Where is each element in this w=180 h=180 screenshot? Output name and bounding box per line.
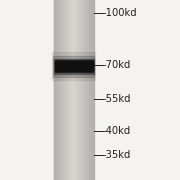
Bar bbox=[92, 0, 93, 180]
Bar bbox=[73, 0, 74, 180]
Bar bbox=[84, 0, 85, 180]
Bar bbox=[87, 0, 88, 180]
Bar bbox=[85, 0, 86, 180]
Text: -35kd: -35kd bbox=[103, 150, 131, 160]
Bar bbox=[55, 61, 93, 71]
Bar bbox=[69, 0, 70, 180]
Bar bbox=[81, 0, 82, 180]
Bar bbox=[81, 0, 82, 180]
Bar bbox=[79, 0, 80, 180]
Bar bbox=[86, 0, 87, 180]
Bar bbox=[84, 0, 85, 180]
Bar bbox=[90, 0, 91, 180]
Bar bbox=[72, 0, 73, 180]
Bar bbox=[65, 0, 66, 180]
Bar bbox=[75, 0, 76, 180]
Bar bbox=[83, 0, 84, 180]
Bar bbox=[85, 0, 86, 180]
Bar bbox=[59, 0, 60, 180]
Bar bbox=[76, 0, 77, 180]
Bar bbox=[68, 0, 69, 180]
Bar bbox=[53, 56, 94, 76]
Bar bbox=[83, 0, 84, 180]
Bar bbox=[62, 0, 63, 180]
Bar bbox=[82, 0, 83, 180]
Bar bbox=[74, 0, 75, 180]
Text: -100kd: -100kd bbox=[103, 8, 137, 18]
Bar bbox=[82, 0, 83, 180]
Bar bbox=[54, 0, 55, 180]
Text: -70kd: -70kd bbox=[103, 60, 131, 70]
Bar bbox=[66, 0, 67, 180]
Bar bbox=[91, 0, 92, 180]
Bar bbox=[77, 0, 78, 180]
Bar bbox=[58, 0, 59, 180]
Bar bbox=[70, 0, 71, 180]
Bar bbox=[73, 0, 74, 180]
Bar bbox=[89, 0, 90, 180]
Bar bbox=[55, 0, 56, 180]
Bar bbox=[78, 0, 79, 180]
Bar bbox=[80, 0, 81, 180]
Text: -40kd: -40kd bbox=[103, 126, 131, 136]
Text: -55kd: -55kd bbox=[103, 94, 131, 104]
Bar bbox=[71, 0, 72, 180]
Bar bbox=[80, 0, 81, 180]
Bar bbox=[71, 0, 72, 180]
Bar bbox=[86, 0, 87, 180]
Bar bbox=[69, 0, 70, 180]
Bar bbox=[63, 0, 64, 180]
Bar bbox=[76, 0, 77, 180]
Bar bbox=[52, 52, 95, 80]
Bar bbox=[54, 58, 94, 74]
Bar bbox=[92, 0, 93, 180]
Bar bbox=[78, 0, 79, 180]
Bar bbox=[61, 0, 62, 180]
Bar bbox=[67, 0, 68, 180]
Bar bbox=[60, 0, 61, 180]
Bar bbox=[90, 0, 91, 180]
Bar bbox=[75, 0, 76, 180]
Bar bbox=[64, 0, 65, 180]
Bar bbox=[55, 60, 93, 72]
Bar bbox=[77, 0, 78, 180]
Bar bbox=[57, 0, 58, 180]
Bar bbox=[56, 0, 57, 180]
Bar bbox=[88, 0, 89, 180]
Bar bbox=[79, 0, 80, 180]
Bar bbox=[93, 0, 94, 180]
Bar bbox=[56, 0, 57, 180]
Bar bbox=[54, 0, 55, 180]
Bar bbox=[88, 0, 89, 180]
